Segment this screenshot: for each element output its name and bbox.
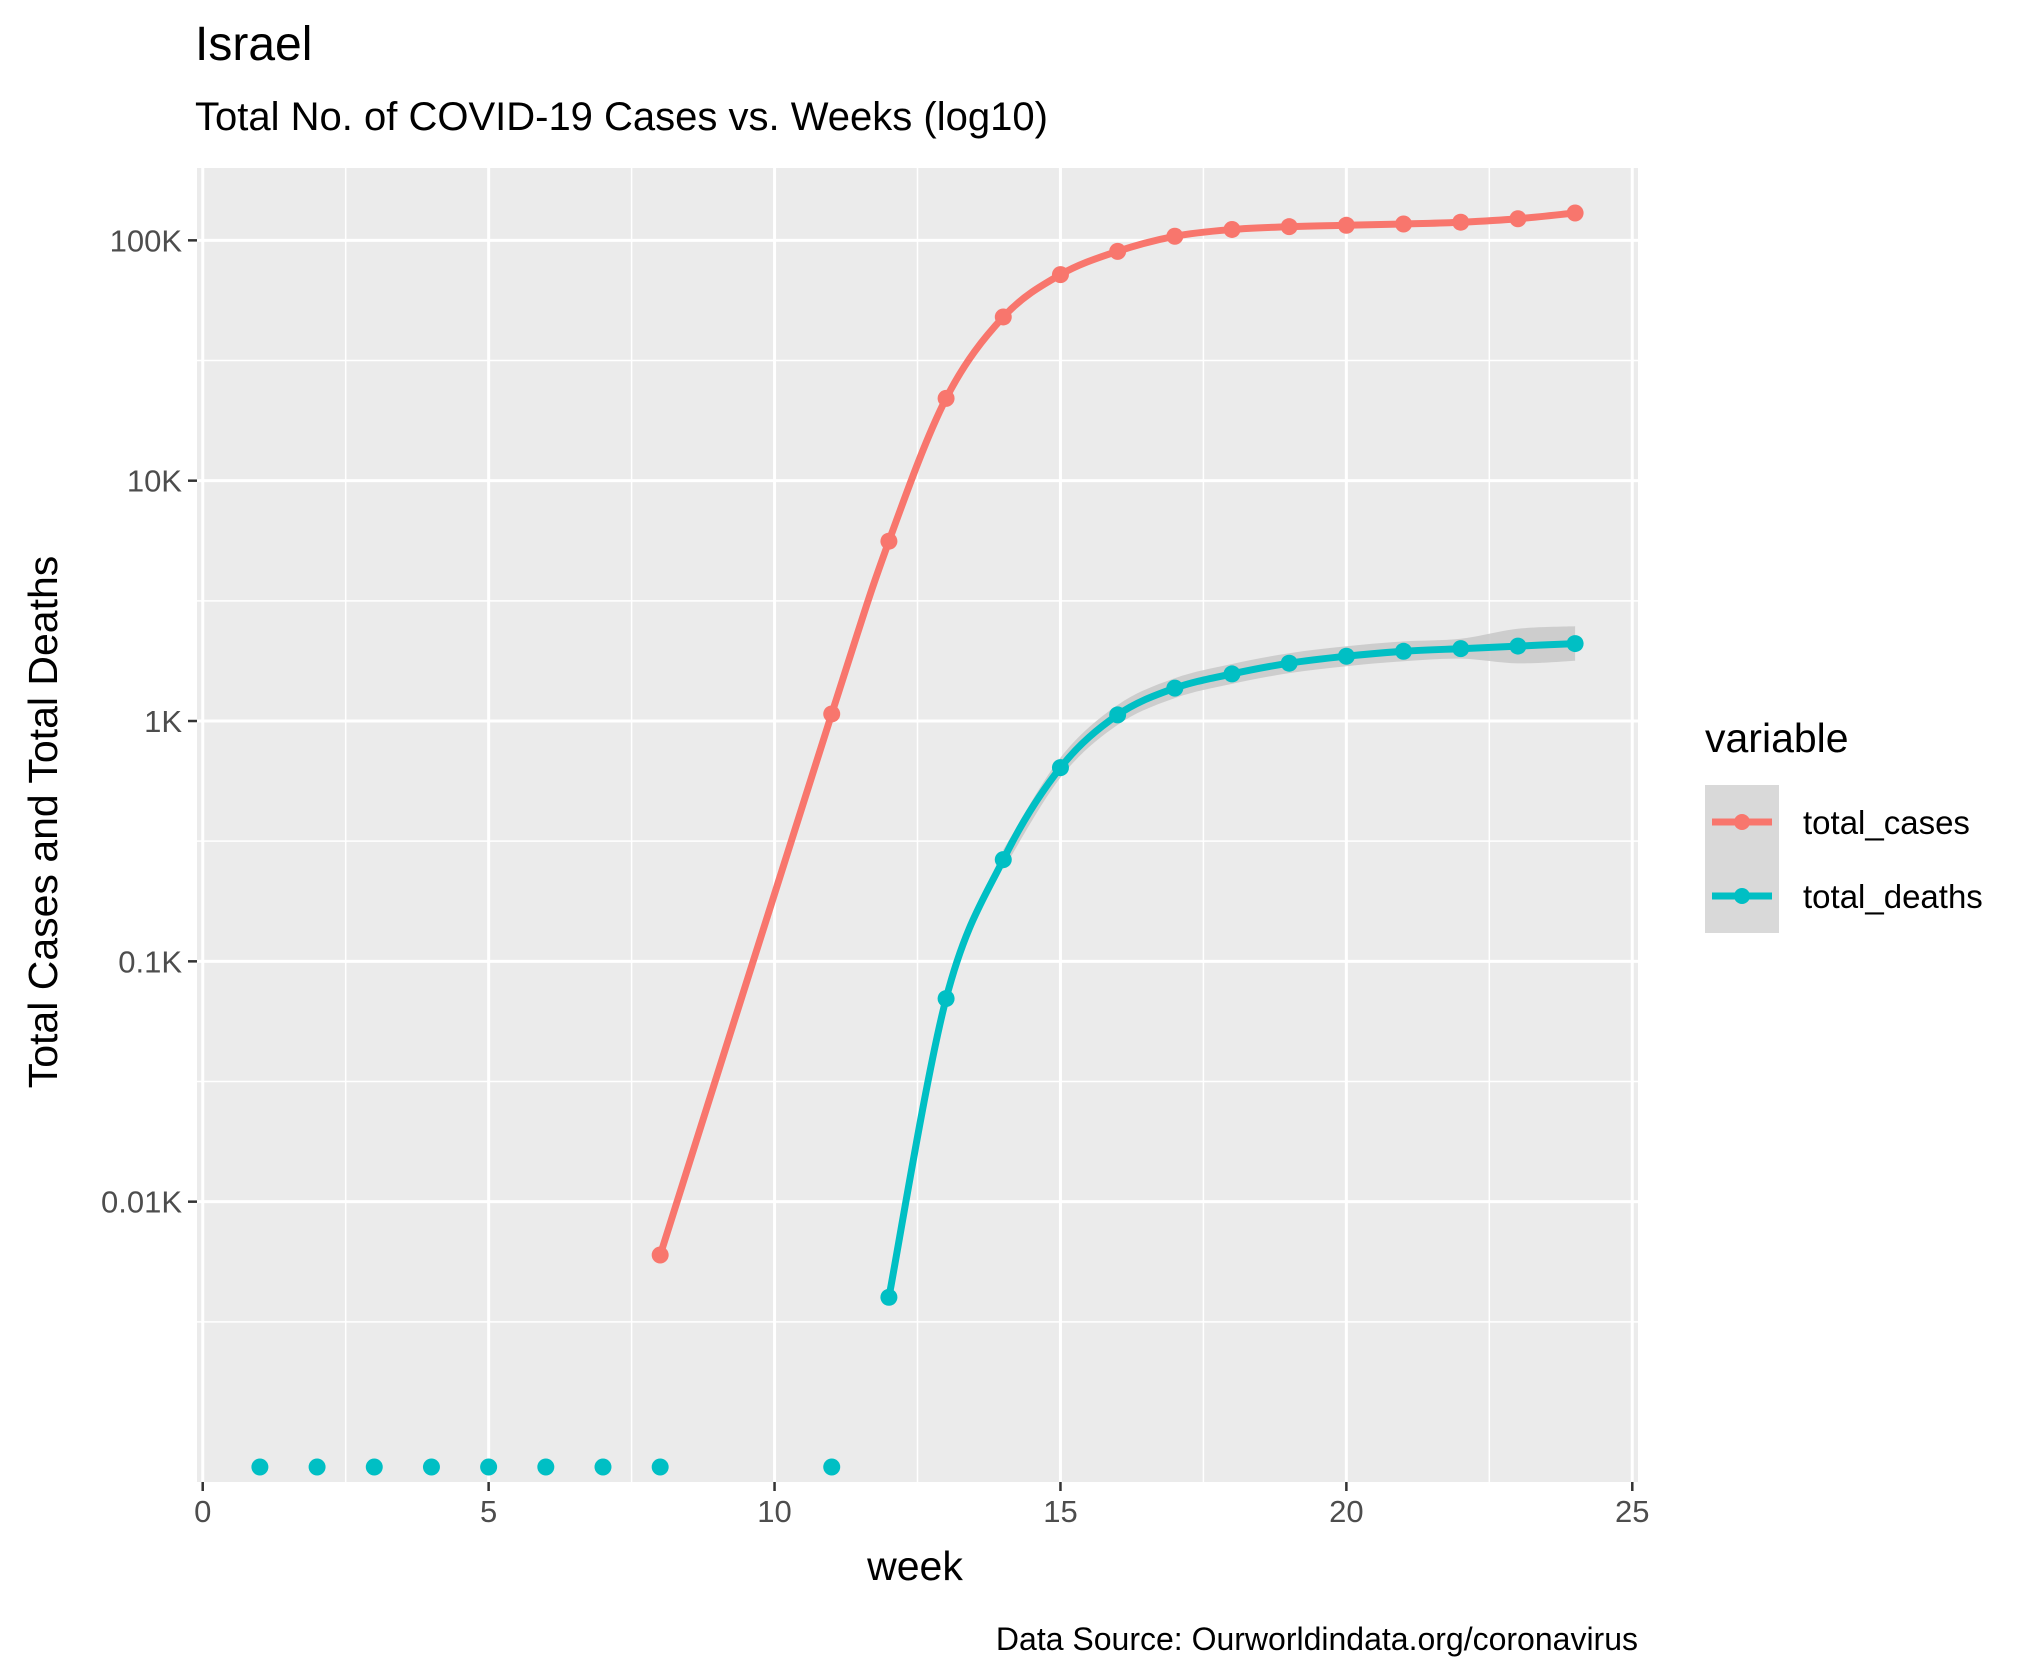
series-total-cases-point xyxy=(1109,242,1127,260)
series-total-deaths-point xyxy=(937,990,955,1008)
series-total-deaths-point xyxy=(308,1458,326,1476)
legend-key-total-cases-point xyxy=(1734,814,1750,830)
series-total-deaths-point xyxy=(1452,640,1470,658)
legend-item-total-cases: total_cases xyxy=(1712,804,1970,841)
series-total-deaths-point xyxy=(422,1458,440,1476)
series-layer xyxy=(251,204,1584,1476)
legend-label-total-cases: total_cases xyxy=(1803,804,1970,841)
series-total-cases-point xyxy=(823,705,841,723)
y-tick-label: 1K xyxy=(144,704,182,739)
series-total-deaths-point xyxy=(994,851,1012,869)
chart-title: Israel xyxy=(195,18,312,71)
x-tick-label: 0 xyxy=(194,1494,211,1529)
series-total-deaths-point xyxy=(1337,647,1355,665)
series-total-deaths-point xyxy=(365,1458,383,1476)
series-total-deaths-point xyxy=(1566,635,1584,653)
series-total-cases-point xyxy=(1452,213,1470,231)
series-total-cases-point xyxy=(1566,204,1584,222)
series-total-deaths-point xyxy=(1509,637,1527,655)
series-total-cases-point xyxy=(651,1246,669,1264)
series-total-deaths-point xyxy=(1109,706,1127,724)
series-total-cases-point xyxy=(937,389,955,407)
x-tick-label: 15 xyxy=(1043,1494,1077,1529)
series-total-deaths-point xyxy=(251,1458,269,1476)
series-total-cases-point xyxy=(1337,216,1355,234)
series-total-cases-point xyxy=(1166,227,1184,245)
x-tick-label: 20 xyxy=(1329,1494,1363,1529)
x-tick-label: 10 xyxy=(757,1494,791,1529)
y-axis-title: Total Cases and Total Deaths xyxy=(20,556,66,1089)
series-total-deaths xyxy=(251,626,1584,1476)
legend-title: variable xyxy=(1705,715,1849,761)
series-total-cases-point xyxy=(880,532,898,550)
legend: variable total_cases total_deaths xyxy=(1705,715,1983,933)
series-total-cases-point xyxy=(1509,210,1527,228)
legend-key-background xyxy=(1705,785,1779,933)
series-total-deaths-point xyxy=(1395,642,1413,660)
legend-label-total-deaths: total_deaths xyxy=(1803,878,1983,915)
series-total-deaths-point xyxy=(1223,665,1241,683)
legend-key-total-deaths-point xyxy=(1734,888,1750,904)
tick-labels: 0 5 10 15 20 25 0.01K 0.1K 1K 10K 100K xyxy=(101,223,1650,1529)
x-tick-label: 5 xyxy=(480,1494,497,1529)
legend-item-total-deaths: total_deaths xyxy=(1712,878,1983,915)
y-tick-label: 0.1K xyxy=(118,944,182,979)
series-total-deaths-point xyxy=(537,1458,555,1476)
y-tick-label: 0.01K xyxy=(101,1185,182,1220)
series-total-deaths-point xyxy=(1166,679,1184,697)
minor-gridlines xyxy=(197,168,1638,1482)
series-total-cases-point xyxy=(1280,218,1298,236)
y-tick-label: 10K xyxy=(127,464,182,499)
series-total-deaths-point xyxy=(594,1458,612,1476)
series-total-cases-point xyxy=(1395,215,1413,233)
data-source-caption: Data Source: Ourworldindata.org/coronavi… xyxy=(996,1621,1638,1657)
series-total-deaths-point xyxy=(880,1288,898,1306)
series-total-deaths-point xyxy=(480,1458,498,1476)
chart-subtitle: Total No. of COVID-19 Cases vs. Weeks (l… xyxy=(195,95,1048,139)
axis-ticks xyxy=(188,239,1634,1491)
x-axis-title: week xyxy=(866,1543,963,1589)
series-total-deaths-point xyxy=(1280,654,1298,672)
series-total-deaths-point xyxy=(823,1458,841,1476)
series-total-cases-point xyxy=(994,308,1012,326)
major-gridlines xyxy=(197,168,1638,1482)
series-total-deaths-point xyxy=(1051,759,1069,777)
x-tick-label: 25 xyxy=(1615,1494,1649,1529)
series-total-cases-point xyxy=(1051,266,1069,284)
series-total-cases xyxy=(651,204,1584,1264)
series-total-deaths-point xyxy=(651,1458,669,1476)
series-total-cases-point xyxy=(1223,220,1241,238)
y-tick-label: 100K xyxy=(110,223,183,258)
